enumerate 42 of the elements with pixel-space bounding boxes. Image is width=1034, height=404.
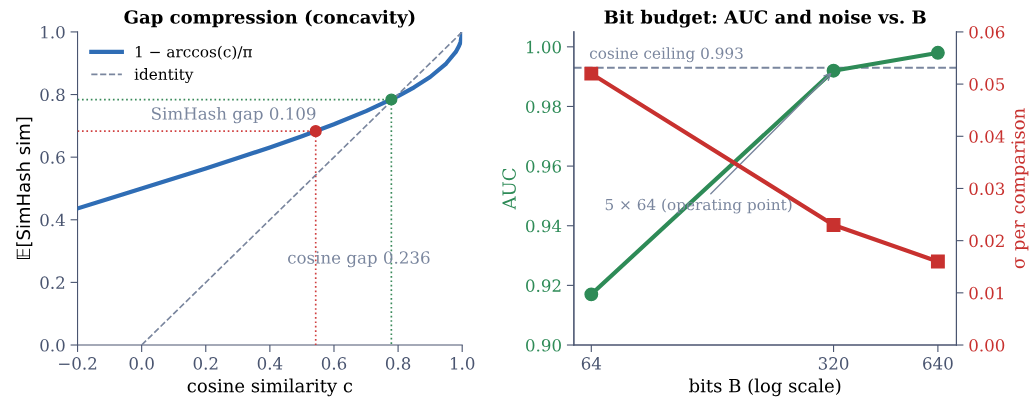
- y-tick-label: 0.6: [40, 151, 65, 164]
- x-tick-label: 0.6: [321, 357, 347, 370]
- x-axis-title: bits B (log scale): [689, 378, 841, 397]
- y-tick-label: 0.4: [40, 213, 65, 227]
- legend-label: identity: [134, 68, 194, 84]
- y-tick-label: 0.96: [526, 160, 562, 173]
- annotation: SimHash gap 0.109: [152, 106, 316, 124]
- y2-tick-label: 0.02: [969, 234, 1004, 248]
- y-axis-title: 𝔼[SimHash sim]: [16, 117, 33, 259]
- chart-title: Gap compression (concavity): [124, 9, 415, 28]
- x-tick-label: 0.0: [129, 357, 154, 370]
- y-tick-label: 1.00: [526, 40, 561, 54]
- x-tick-label: 640: [923, 357, 953, 370]
- y2-tick-label: 0.06: [969, 25, 1005, 39]
- line-series: [77, 31, 463, 211]
- x-tick-label: 64: [581, 357, 602, 370]
- x-axis-title: cosine similarity c: [187, 378, 353, 397]
- y-tick-label: 1.0: [41, 25, 65, 39]
- x-tick-label: 320: [818, 357, 849, 370]
- y-tick-label: 0.0: [40, 338, 65, 352]
- y2-axis-title: σ per comparison: [1011, 108, 1029, 269]
- x-tick-label: 0.2: [193, 357, 218, 370]
- y-tick-label: 0.2: [40, 276, 65, 289]
- x-tick-label: −0.2: [59, 357, 97, 370]
- chart-title: Bit budget: AUC and noise vs. B: [604, 9, 926, 28]
- y-tick-label: 0.98: [526, 100, 561, 114]
- ref-line-label: cosine ceiling 0.993: [589, 47, 743, 63]
- y2-tick-label: 0.05: [969, 78, 1005, 91]
- y-tick-label: 0.8: [40, 88, 65, 102]
- annotation: cosine gap 0.236: [288, 251, 430, 268]
- y-tick-label: 0.90: [526, 338, 561, 352]
- y-axis-title: AUC: [502, 168, 516, 210]
- y-tick-label: 0.94: [526, 219, 562, 233]
- y2-tick-label: 0.03: [969, 182, 1005, 196]
- x-tick-label: 0.4: [257, 357, 283, 370]
- x-tick-label: 1.0: [450, 357, 475, 370]
- y-tick-label: 0.92: [526, 279, 561, 292]
- y2-tick-label: 0.01: [969, 286, 1003, 300]
- x-tick-label: 0.8: [385, 357, 411, 370]
- y2-tick-label: 0.00: [969, 338, 1005, 352]
- legend-label: 1 − arccos(c)/π: [135, 45, 252, 60]
- y2-tick-label: 0.04: [969, 130, 1005, 143]
